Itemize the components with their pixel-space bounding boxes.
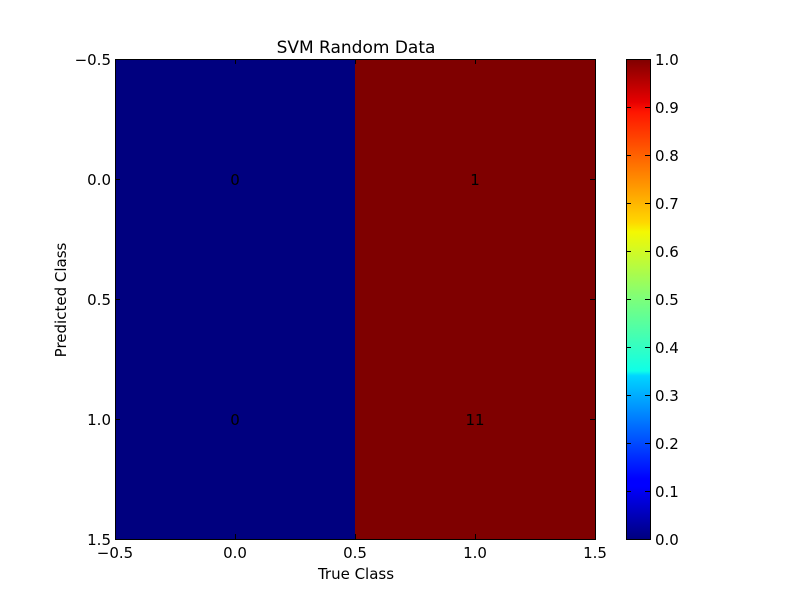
cell-labels: 0 1 0 11 — [230, 171, 484, 429]
heatmap-cell-r0-c1 — [355, 59, 595, 299]
colorbar-tick-label: 0.1 — [655, 483, 679, 501]
colorbar-tick-label: 0.0 — [655, 531, 679, 549]
heatmap-cell-r1-c0 — [115, 299, 355, 539]
y-tick-label: 1.0 — [87, 411, 111, 429]
cell-label-r0-c0: 0 — [230, 171, 240, 189]
colorbar-tick-label: 0.4 — [655, 339, 679, 357]
y-tick-label: 0.0 — [87, 171, 111, 189]
y-tick-label: −0.5 — [75, 51, 111, 69]
x-tick-label: −0.5 — [97, 544, 133, 562]
y-tick-label: 1.5 — [87, 531, 111, 549]
y-tick-label: 0.5 — [87, 291, 111, 309]
cell-label-r1-c0: 0 — [230, 411, 240, 429]
x-tick-label: 0.5 — [343, 544, 367, 562]
x-tick-label: 0.0 — [223, 544, 247, 562]
colorbar-tick-label: 0.8 — [655, 147, 679, 165]
heatmap-cell-r0-c0 — [115, 59, 355, 299]
x-tick-label: 1.5 — [583, 544, 607, 562]
colorbar-tick-label: 1.0 — [655, 51, 679, 69]
cell-label-r1-c1: 11 — [465, 411, 484, 429]
colorbar-tick-label: 0.3 — [655, 387, 679, 405]
y-axis-ticks: −0.5 0.0 0.5 1.0 1.5 — [75, 51, 595, 549]
cell-label-r0-c1: 1 — [470, 171, 480, 189]
colorbar-tick-label: 0.6 — [655, 243, 679, 261]
x-axis-ticks: −0.5 0.0 0.5 1.0 1.5 — [97, 59, 607, 562]
colorbar-tick-label: 0.9 — [655, 99, 679, 117]
x-axis-label: True Class — [317, 565, 394, 583]
x-tick-label: 1.0 — [463, 544, 487, 562]
y-axis-label: Predicted Class — [52, 242, 70, 357]
colorbar-tick-label: 0.2 — [655, 435, 679, 453]
heatmap-cell-r1-c1 — [355, 299, 595, 539]
colorbar-tick-label: 0.7 — [655, 195, 679, 213]
heatmap-cells — [115, 59, 595, 539]
chart-title: SVM Random Data — [277, 38, 436, 58]
colorbar-tick-label: 0.5 — [655, 291, 679, 309]
colorbar-ticks: 0.0 0.1 0.2 0.3 0.4 0.5 0.6 0.7 0.8 0.9 1.0 — [626, 51, 679, 549]
